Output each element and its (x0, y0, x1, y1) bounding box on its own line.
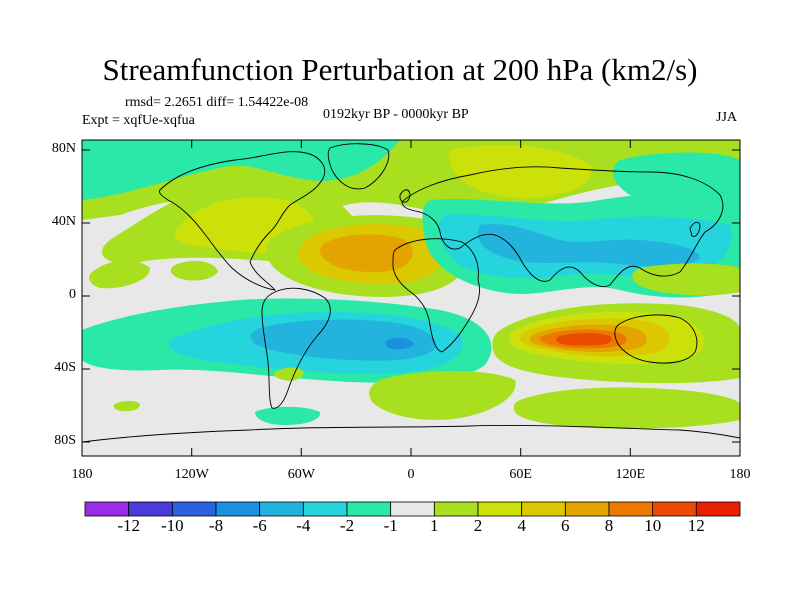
lon-label-180e: 180 (729, 467, 751, 482)
lat-label-80n: 80N (51, 141, 76, 156)
lon-label-0: 0 (407, 467, 415, 482)
colorbar-label: -1 (383, 516, 398, 535)
colorbar-swatch (521, 501, 566, 517)
field-so-green-1 (369, 371, 516, 420)
lon-label-180w: 180 (71, 467, 93, 482)
lon-label-60e: 60E (509, 467, 532, 482)
colorbar-label: 4 (517, 516, 526, 535)
field-tropical-green-2 (170, 260, 218, 281)
field-south-blue (250, 319, 437, 361)
lat-label-40n: 40N (51, 214, 76, 229)
colorbar-label: -6 (252, 516, 267, 535)
field-tropical-green-1 (88, 260, 150, 289)
colorbar-label: 2 (473, 516, 483, 535)
map-ticks (82, 140, 740, 456)
colorbar-label: -4 (296, 516, 311, 535)
field-south-green-patch (273, 367, 304, 381)
colorbar-label: 12 (687, 516, 705, 535)
field-atlantic-orange (319, 234, 413, 273)
lat-label-0: 0 (69, 287, 76, 302)
colorbar-swatch (346, 501, 392, 517)
colorbar-label: 10 (644, 516, 662, 535)
field-so-green-3 (255, 406, 321, 425)
field-so-green-4 (113, 401, 140, 412)
lon-label-120e: 120E (615, 467, 646, 482)
colorbar-label: 6 (561, 516, 570, 535)
field-indian-red (556, 333, 612, 346)
colorbar-label: -8 (208, 516, 224, 535)
colorbar-swatch (564, 501, 610, 517)
lon-label-120w: 120W (174, 467, 209, 482)
coast-australia (614, 314, 698, 364)
colorbar-swatch (84, 501, 130, 517)
colorbar-swatch (433, 501, 479, 517)
period-text: 0192kyr BP - 0000kyr BP (323, 107, 469, 122)
colorbar-label: -2 (339, 516, 355, 535)
lon-label-60w: 60W (287, 467, 315, 482)
colorbar-label: 8 (604, 516, 614, 535)
field-arctic-teal (82, 140, 400, 200)
colorbar-swatch (608, 501, 654, 517)
field-south-deep-blue (385, 337, 414, 350)
season-text: JJA (716, 110, 738, 125)
field-siberia-yellow (449, 145, 592, 199)
colorbar (84, 501, 741, 517)
colorbar-swatch (695, 501, 741, 517)
stats-text: rmsd= 2.2651 diff= 1.54422e-08 (125, 95, 309, 110)
coast-uk (399, 189, 411, 203)
colorbar-label: -10 (160, 516, 184, 535)
colorbar-label: 1 (430, 516, 439, 535)
coastlines (82, 143, 740, 443)
colorbar-swatch (215, 501, 261, 517)
colorbar-swatch (128, 501, 173, 517)
field-eurasia-blue (477, 223, 700, 267)
coast-north-america (159, 151, 326, 291)
colorbar-swatch (477, 501, 523, 517)
colorbar-swatch (259, 501, 304, 517)
contour-field (82, 140, 740, 429)
coast-antarctica (82, 425, 740, 443)
coast-south-america (261, 287, 331, 409)
colorbar-swatch (390, 501, 435, 517)
colorbar-swatch (302, 501, 348, 517)
colorbar-swatch (652, 501, 697, 517)
colorbar-label: -12 (117, 516, 141, 535)
experiment-text: Expt = xqfUe-xqfua (82, 113, 195, 128)
map-title: Streamfunction Perturbation at 200 hPa (… (102, 52, 698, 87)
coast-africa (392, 238, 481, 353)
lat-label-80s: 80S (54, 433, 76, 448)
field-pacific-green-east (632, 263, 740, 296)
field-so-green-2 (513, 387, 740, 429)
coast-eurasia (401, 166, 724, 287)
colorbar-swatch (171, 501, 217, 517)
coast-greenland (327, 143, 390, 190)
coast-japan (689, 221, 701, 237)
lat-label-40s: 40S (54, 360, 76, 375)
